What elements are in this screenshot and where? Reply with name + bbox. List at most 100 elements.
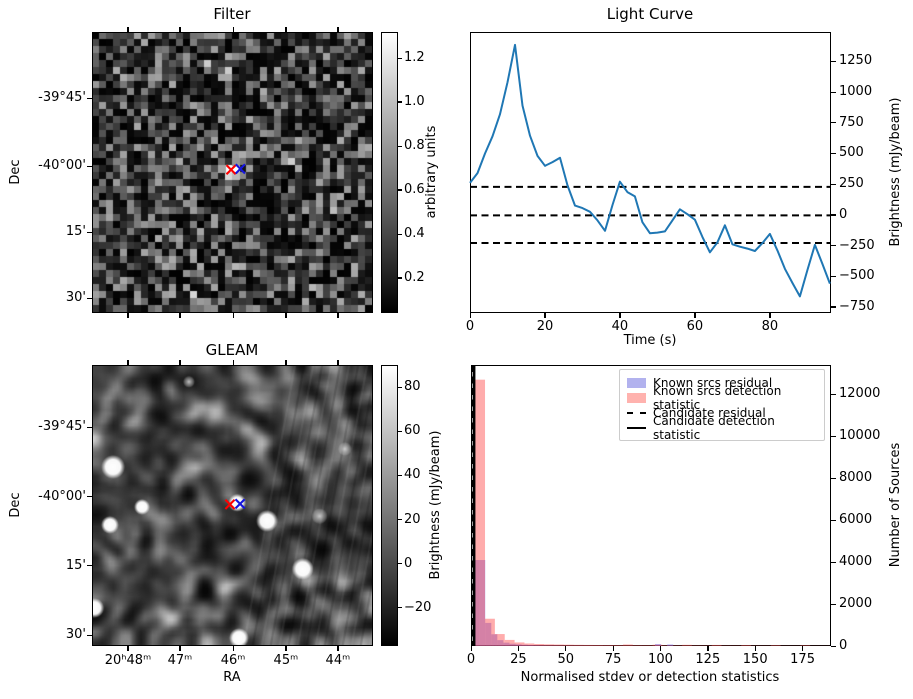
known-detstat-bar	[691, 645, 702, 646]
tick-mark	[232, 646, 234, 651]
known-detstat-bar	[770, 645, 781, 646]
filter-markers	[225, 163, 246, 176]
tick-mark	[337, 360, 339, 365]
stat-tick-label: 25	[510, 652, 527, 667]
tick-mark	[87, 297, 92, 299]
brightness-tick-label: −250	[839, 237, 875, 253]
known-detstat-bar	[632, 645, 643, 646]
tick-mark	[179, 313, 181, 318]
known-residual-bar	[667, 644, 674, 646]
known-detstat-bar	[603, 645, 614, 646]
known-detstat-bar	[682, 644, 692, 646]
tick-mark	[707, 646, 709, 651]
light-curve-plot	[469, 43, 831, 298]
count-tick-label: 8000	[839, 470, 873, 486]
matched-source-blue-x	[235, 163, 246, 175]
known-detstat-bar	[662, 645, 673, 646]
known-detstat-bar	[494, 634, 505, 646]
known-detstat-bar	[701, 645, 712, 646]
known-detstat-bar	[544, 644, 554, 646]
count-tick-label: 6000	[839, 512, 873, 528]
tick-mark	[398, 101, 402, 103]
filter-colorbar	[381, 32, 398, 313]
legend-label: Known srcs detection statistic	[653, 383, 782, 412]
gleam-colorbar	[381, 365, 398, 646]
tick-mark	[179, 27, 181, 32]
tick-mark	[831, 477, 836, 479]
gleam-title: GLEAM	[205, 340, 259, 359]
known-detstat-bar	[741, 645, 752, 646]
brightness-tick-label: 0	[839, 206, 848, 222]
tick-mark	[802, 646, 804, 651]
count-tick-label: 12000	[839, 386, 881, 402]
known-detstat-bar	[593, 645, 604, 646]
colorbar-tick-label: 40	[404, 467, 421, 483]
brightness-tick-label: 750	[839, 114, 864, 130]
time-tick-label: 0	[465, 319, 475, 334]
colorbar-tick-label: 1.0	[404, 93, 425, 109]
colorbar-tick-label: 20	[404, 511, 421, 527]
gleam-x-axis-label: RA	[223, 669, 241, 685]
tick-mark	[127, 313, 129, 318]
tick-mark	[87, 231, 92, 233]
colorbar-tick-label: 80	[404, 379, 421, 395]
tick-mark	[517, 646, 520, 651]
count-tick-label: 10000	[839, 428, 881, 444]
histogram-plot	[471, 365, 830, 646]
candidate-position-red-x	[225, 164, 237, 176]
stat-tick-label: 0	[466, 652, 476, 667]
tick-mark	[831, 603, 836, 605]
tick-mark	[127, 360, 129, 365]
tick-mark	[398, 189, 402, 191]
legend-item-candidate-detstat: Candidate detection statistic	[627, 414, 817, 442]
dec-tick-label: 15'	[65, 223, 86, 239]
tick-mark	[831, 275, 836, 277]
tick-mark	[612, 646, 614, 651]
histogram-legend: Known srcs residual Known srcs detection…	[619, 369, 825, 442]
colorbar-tick-label: 1.2	[404, 49, 425, 65]
tick-mark	[831, 152, 836, 155]
candidate-position-red-x	[224, 499, 236, 510]
ra-tick-label: 44ᵐ	[325, 653, 351, 668]
dec-tick-label: 30'	[65, 289, 86, 305]
dec-tick-label: 30'	[65, 626, 86, 642]
tick-mark	[232, 313, 234, 318]
known-detstat-bar	[524, 643, 535, 646]
known-detstat-bar	[711, 644, 722, 646]
count-tick-label: 0	[839, 637, 848, 653]
dashed-line-icon	[627, 411, 646, 414]
tick-mark	[285, 27, 287, 32]
legend-item-known-detstat: Known srcs detection statistic	[627, 384, 817, 412]
stat-tick-label: 100	[648, 652, 673, 667]
tick-mark	[831, 245, 836, 247]
ra-tick-label: 47ᵐ	[167, 653, 193, 668]
known-residual-swatch-icon	[627, 377, 646, 388]
dec-tick-label: -40°00'	[38, 488, 86, 504]
time-tick-label: 40	[611, 319, 629, 334]
known-detstat-bar	[553, 644, 564, 646]
filter-y-axis-label: Dec	[7, 159, 23, 185]
tick-mark	[470, 646, 472, 651]
brightness-tick-label: −750	[839, 298, 875, 314]
time-tick-label: 20	[536, 319, 554, 334]
colorbar-tick-label: 0.8	[404, 137, 425, 153]
light-curve-title: Light Curve	[606, 4, 694, 23]
tick-mark	[544, 313, 546, 318]
tick-mark	[831, 122, 836, 124]
tick-mark	[398, 519, 402, 521]
tick-mark	[337, 646, 339, 651]
colorbar-tick-label: 0.2	[404, 269, 425, 285]
colorbar-tick-label: 0.6	[404, 181, 425, 197]
tick-mark	[127, 646, 129, 651]
tick-mark	[831, 393, 836, 396]
tick-mark	[398, 386, 402, 388]
tick-mark	[232, 27, 234, 32]
tick-mark	[659, 646, 662, 651]
known-detstat-bar	[672, 645, 683, 646]
histogram-x-axis-label: Normalised stdev or detection statistics	[520, 669, 780, 685]
histogram-y-axis-label: Number of Sources	[887, 442, 903, 568]
count-tick-label: 4000	[839, 553, 873, 569]
gleam-colorbar-label: Brightness (mJy/beam)	[427, 430, 443, 580]
colorbar-tick-label: 60	[404, 423, 421, 439]
